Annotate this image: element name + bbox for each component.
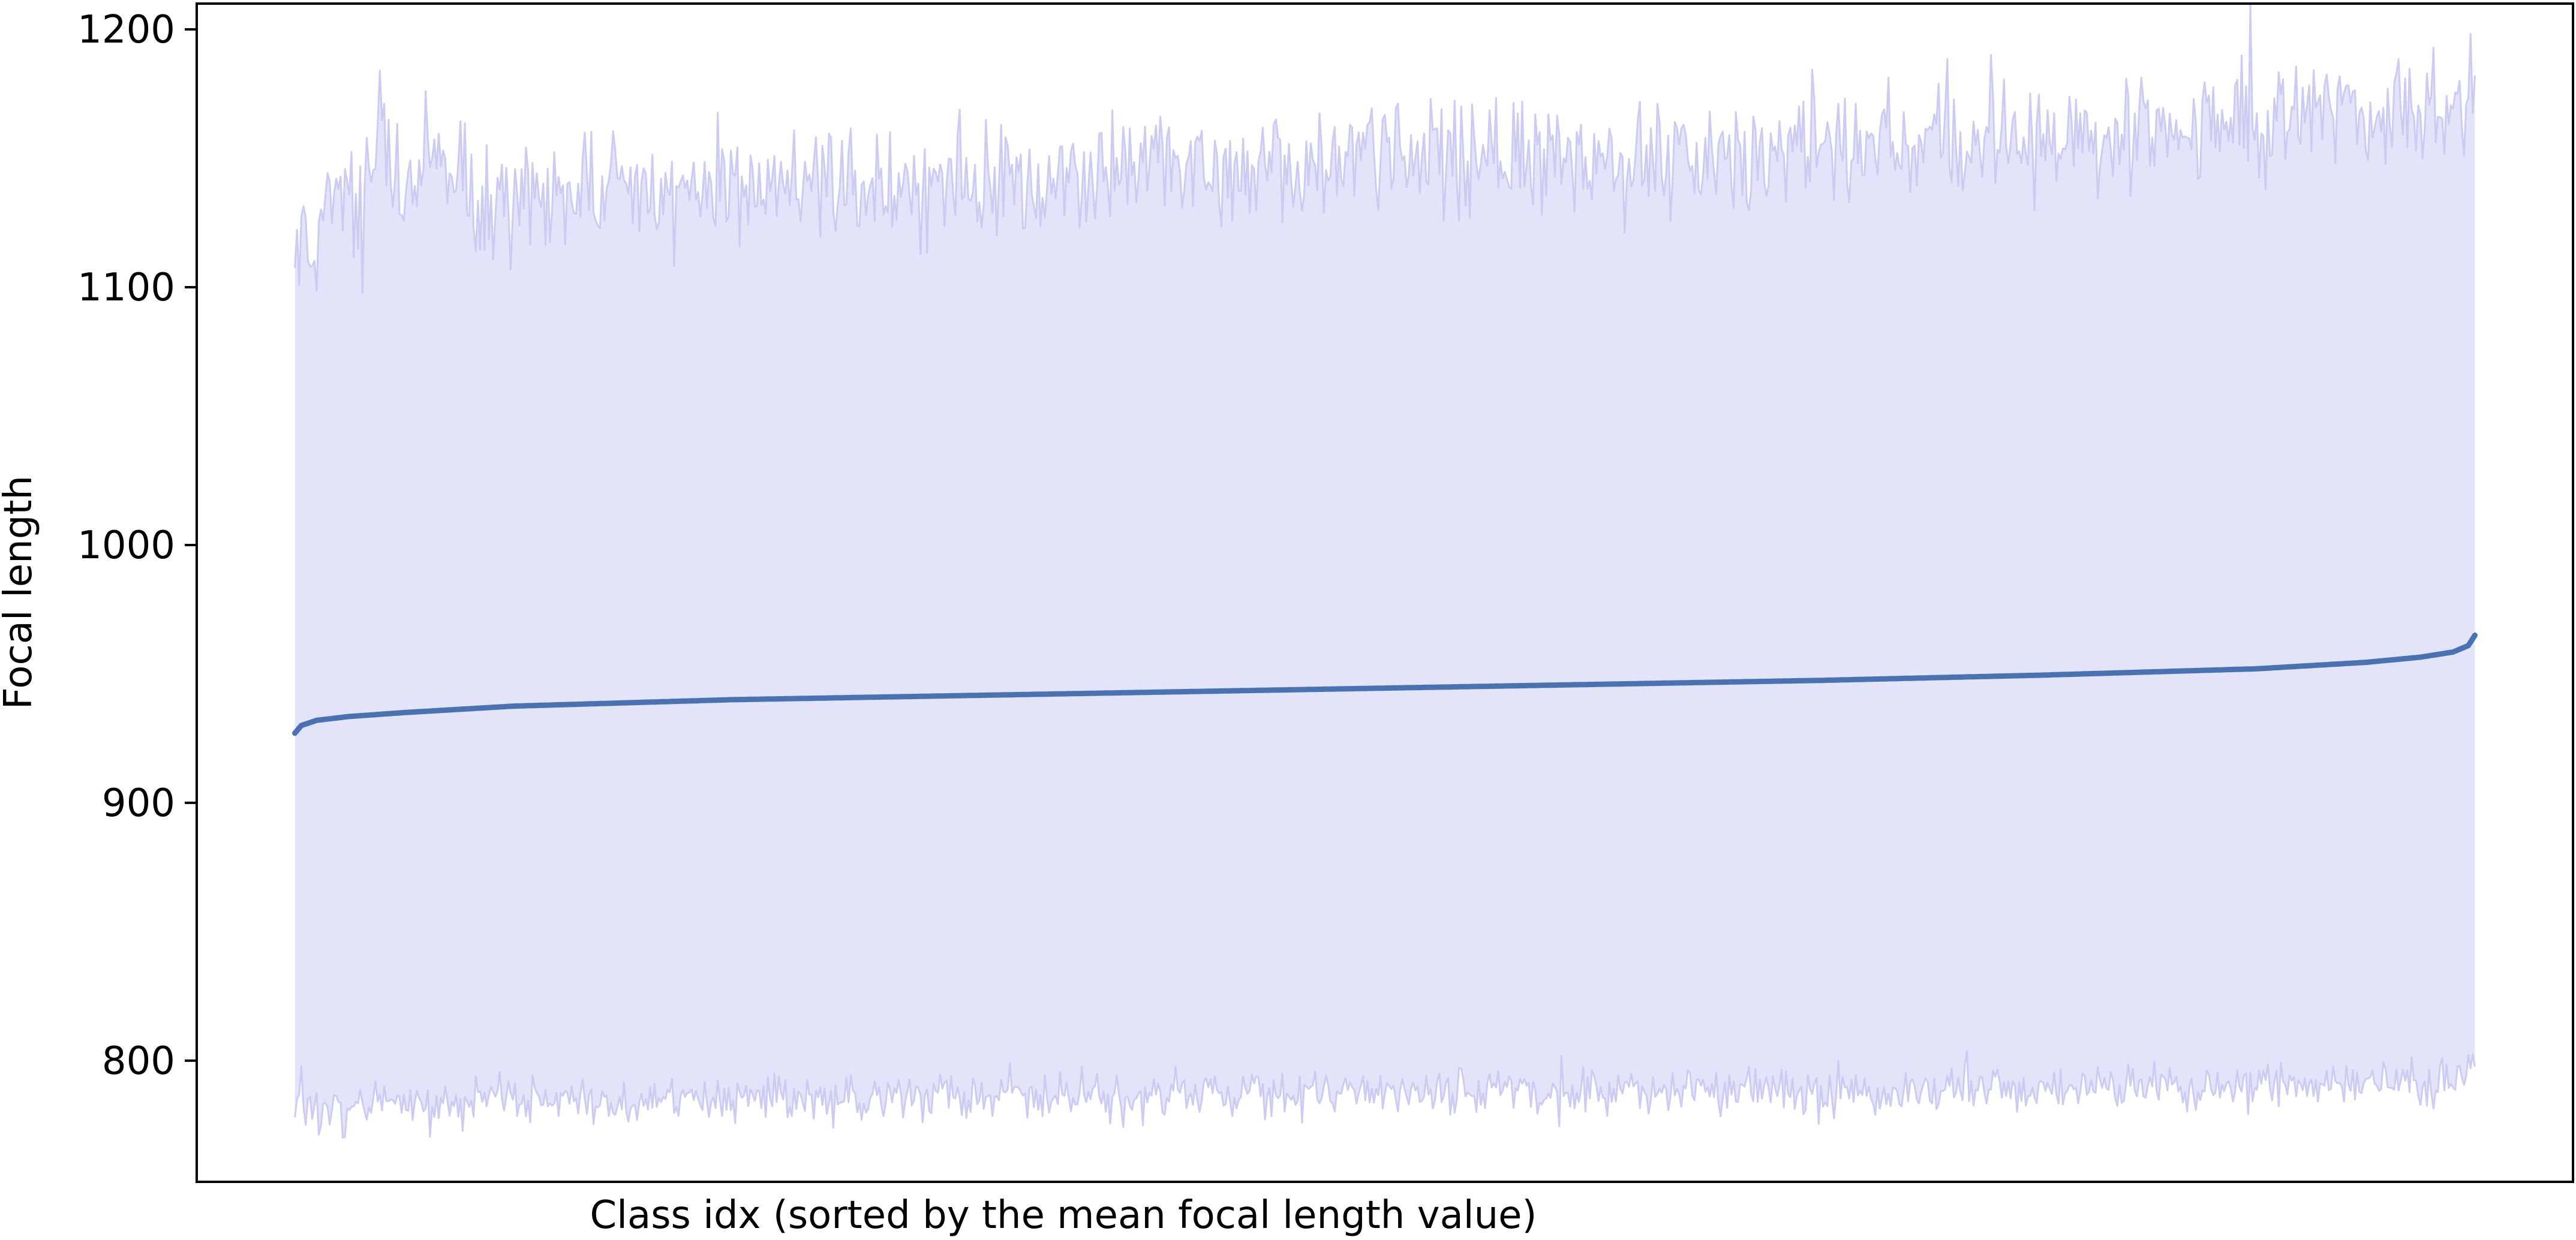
lower-bound-line	[294, 1050, 2476, 1139]
band-layer	[294, 4, 2476, 1139]
plot-frame	[196, 2, 2574, 1183]
range-band	[294, 5, 2475, 1138]
y-tick-label: 1200	[77, 8, 175, 52]
y-tick-label: 1100	[77, 266, 175, 310]
x-axis-title: Class idx (sorted by the mean focal leng…	[590, 1193, 1537, 1238]
y-axis-ticks: 800 900 1000 1100 1200	[77, 8, 197, 1084]
y-tick-label: 1000	[77, 523, 175, 568]
mean-layer	[292, 632, 2478, 736]
axes-layer: 800 900 1000 1100 1200	[77, 2, 2574, 1183]
upper-bound-line	[294, 4, 2476, 294]
y-tick-label: 800	[102, 1039, 175, 1084]
y-axis-title: Focal length	[0, 475, 41, 709]
y-tick-label: 900	[102, 781, 175, 826]
mean-line	[292, 632, 2478, 736]
